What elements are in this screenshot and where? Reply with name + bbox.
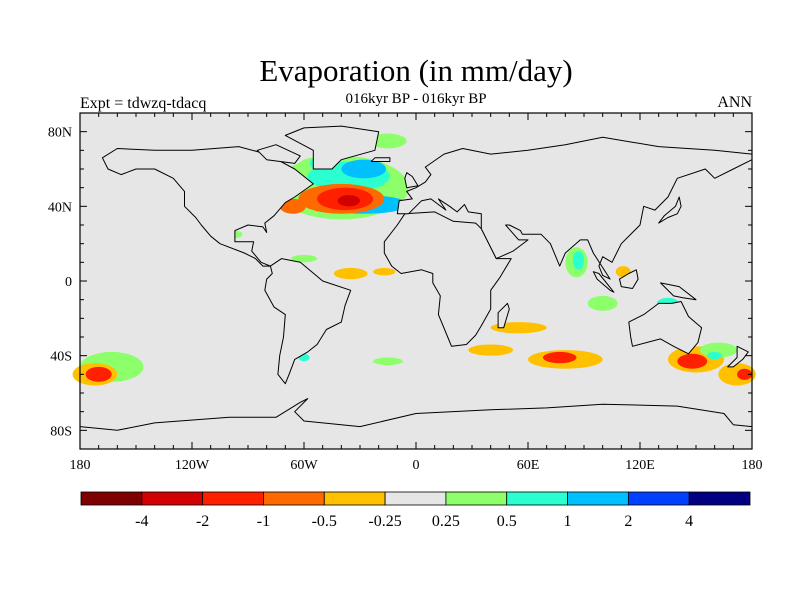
season-label: ANN	[717, 94, 752, 111]
colorbar-label: 1	[564, 513, 572, 530]
colorbar-box	[384, 491, 447, 506]
x-tick-label: 60E	[517, 458, 540, 473]
colorbar-box	[323, 491, 386, 506]
colorbar-label: 4	[685, 513, 693, 530]
anomaly-region	[587, 295, 618, 311]
period-label: 016kyr BP - 016kyr BP	[345, 91, 486, 107]
colorbar-label: -1	[257, 513, 270, 530]
anomaly-region	[718, 363, 756, 386]
anomaly-region	[542, 351, 577, 364]
anomaly-region	[333, 267, 368, 280]
coastline-baffin	[256, 144, 301, 164]
colorbar-label: -2	[196, 513, 209, 530]
axis-tick-labels: 180 120W 60W 0 60E 120E 180 80N 40N 0 40S 80S	[48, 126, 763, 473]
y-tick-label: 80S	[50, 424, 72, 439]
coastline-north-america	[101, 146, 314, 267]
experiment-label: Expt = tdwzq-tdacq	[80, 95, 206, 112]
colorbar-box	[567, 491, 629, 506]
coastline-antarctica	[79, 398, 753, 450]
coastline-africa	[383, 211, 512, 347]
x-tick-label: 120E	[625, 458, 655, 473]
coastline-borneo	[619, 269, 639, 289]
coastline-south-america	[264, 258, 352, 385]
coastline-sumatra	[592, 271, 615, 293]
colorbar-box	[202, 491, 264, 506]
colorbar-box	[627, 491, 690, 506]
anomaly-region	[677, 353, 708, 369]
anomaly-region	[707, 351, 723, 360]
colorbar-label: 2	[624, 513, 632, 530]
plot-title: Evaporation (in mm/day)	[259, 53, 572, 88]
anomaly-region	[290, 254, 318, 263]
coastline-madagascar	[497, 302, 510, 329]
anomaly-contours	[72, 133, 756, 386]
y-tick-label: 40N	[48, 200, 72, 215]
anomaly-region	[369, 133, 407, 149]
colorbar-box	[688, 491, 751, 506]
coastline-new-zealand	[727, 345, 749, 368]
anomaly-region	[341, 159, 387, 179]
x-tick-label: 0	[413, 458, 420, 473]
anomaly-region	[373, 357, 403, 365]
anomaly-region	[337, 195, 360, 207]
y-tick-label: 0	[65, 275, 72, 290]
coastline-japan	[658, 196, 682, 224]
x-tick-label: 180	[70, 458, 91, 473]
x-tick-label: 180	[742, 458, 763, 473]
colorbar-box	[80, 491, 143, 506]
colorbar-box	[445, 491, 508, 506]
anomaly-region	[572, 251, 585, 270]
coastline-iceland	[370, 157, 391, 162]
colorbar-label: 0.25	[432, 513, 460, 530]
colorbar-box	[263, 491, 325, 506]
y-tick-label: 80N	[48, 126, 72, 141]
x-tick-label: 60W	[290, 458, 318, 473]
anomaly-region	[373, 267, 396, 276]
colorbar-label: -0.5	[312, 513, 337, 530]
x-tick-label: 120W	[175, 458, 210, 473]
anomaly-region	[468, 344, 514, 356]
colorbar-label: -0.25	[368, 513, 401, 530]
colorbar: -4 -2 -1 -0.5 -0.25 0.25 0.5 1 2 4	[80, 491, 751, 530]
coastline-new-guinea	[660, 282, 697, 301]
colorbar-label: -4	[135, 513, 148, 530]
coastline-eurasia	[396, 136, 753, 280]
axis-ticks	[79, 112, 753, 450]
colorbar-label: 0.5	[497, 513, 517, 530]
colorbar-box	[141, 491, 204, 506]
colorbar-box	[506, 491, 568, 506]
map-panel: 180 120W 60W 0 60E 120E 180 80N 40N 0 40S 80S	[48, 112, 763, 473]
coastline-greenland	[284, 125, 380, 170]
anomaly-region	[85, 366, 112, 382]
coastline-australia	[628, 301, 703, 355]
coastlines	[79, 125, 753, 450]
coastline-britain	[404, 172, 419, 189]
y-tick-label: 40S	[50, 350, 72, 365]
anomaly-region	[737, 368, 752, 380]
